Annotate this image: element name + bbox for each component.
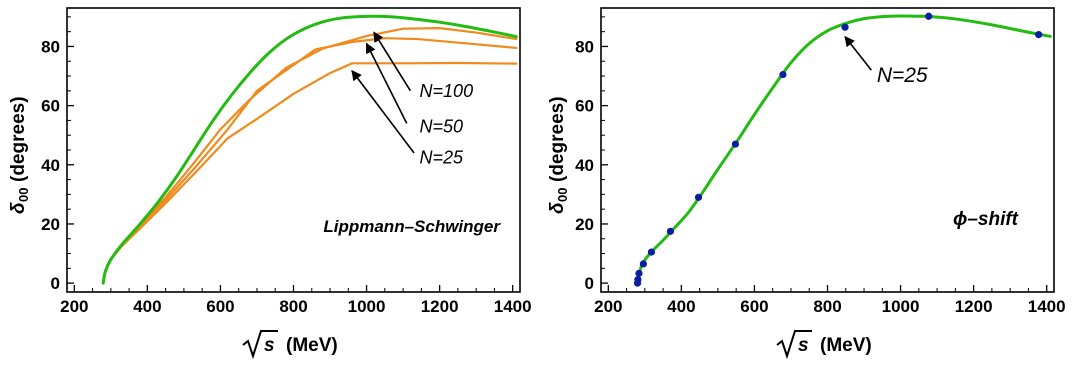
left-y-tick-label: 80 xyxy=(41,37,60,56)
right-annotation-arrow xyxy=(844,35,872,71)
right-axes-ticks: 200 400 600 800 1000 1200 1400 0 20 40 60 80 xyxy=(575,16,1066,316)
left-y-axis-label: δ 00 (degrees) xyxy=(8,96,31,214)
right-data-point xyxy=(666,227,675,235)
left-x-axis-label: s (MeV) xyxy=(242,330,338,360)
left-y-tick-label: 40 xyxy=(41,156,60,175)
right-x-tick-label: 600 xyxy=(740,297,768,316)
left-annotation-label: N=25 xyxy=(420,147,465,167)
left-x-tick-label: 200 xyxy=(60,297,88,316)
right-data-point xyxy=(634,275,642,284)
left-x-tick-label: 1200 xyxy=(421,297,459,316)
left-y-tick-label: 20 xyxy=(41,215,60,234)
left-y-tick-label: 60 xyxy=(41,97,60,116)
left-series-group xyxy=(101,14,518,285)
right-y-tick-label: 20 xyxy=(575,215,594,234)
left-y-axis-sub: 00 xyxy=(16,188,31,202)
right-panel-title: ϕ–shift xyxy=(953,209,1019,230)
right-y-tick-label: 0 xyxy=(585,274,594,293)
left-x-tick-label: 1400 xyxy=(494,297,532,316)
right-y-tick-label: 60 xyxy=(575,97,594,116)
right-x-tick-label: 1000 xyxy=(882,297,920,316)
right-x-axis-sqrt-arg: s xyxy=(798,335,809,356)
right-data-point xyxy=(647,248,656,256)
right-x-tick-label: 200 xyxy=(594,297,622,316)
right-x-tick-label: 400 xyxy=(667,297,695,316)
right-x-axis-label: s (MeV) xyxy=(776,330,872,360)
right-series-group xyxy=(633,12,1052,287)
left-y-axis-delta: δ xyxy=(8,202,29,214)
left-panel-title: Lippmann–Schwinger xyxy=(323,217,501,236)
right-x-tick-label: 1400 xyxy=(1028,297,1066,316)
right-data-point xyxy=(731,140,740,148)
left-exact-series-line xyxy=(101,14,518,285)
left-x-tick-label: 800 xyxy=(279,297,307,316)
right-y-axis-sub: 00 xyxy=(555,188,570,202)
right-x-tick-label: 800 xyxy=(813,297,841,316)
left-sqrt-symbol xyxy=(242,330,278,360)
right-data-point xyxy=(841,23,849,31)
right-y-axis-unit: (degrees) xyxy=(547,96,568,182)
right-x-axis-unit: (MeV) xyxy=(820,335,872,356)
right-plot-frame xyxy=(600,7,1055,293)
left-annotation-label: N=50 xyxy=(420,116,464,136)
right-data-point xyxy=(925,12,933,20)
right-y-tick-label: 40 xyxy=(575,156,594,175)
right-sqrt-symbol xyxy=(776,330,812,360)
left-x-tick-label: 1000 xyxy=(348,297,386,316)
left-y-tick-label: 0 xyxy=(51,274,60,293)
right-data-point xyxy=(694,193,703,201)
right-data-point xyxy=(639,260,647,268)
left-plot-frame xyxy=(66,7,521,293)
left-annotation-arrow xyxy=(373,31,412,92)
right-x-tick-label: 1200 xyxy=(955,297,993,316)
left-annotation-arrow xyxy=(365,42,408,124)
right-y-tick-label: 80 xyxy=(575,37,594,56)
left-annotations: N=100 N=50 N=25 xyxy=(351,31,474,167)
right-annotation-label: N=25 xyxy=(877,64,928,87)
left-x-tick-label: 600 xyxy=(206,297,234,316)
left-x-axis-sqrt-arg: s xyxy=(264,335,275,356)
right-chart-panel: 200 400 600 800 1000 1200 1400 0 20 40 60 80 N=25 ϕ… xyxy=(547,7,1066,360)
right-y-axis-label: δ 00 (degrees) xyxy=(547,96,570,214)
right-data-point xyxy=(635,269,643,277)
left-annotation-arrow xyxy=(351,69,415,154)
right-exact-series-line xyxy=(635,14,1052,285)
left-annotation-label: N=100 xyxy=(420,81,474,101)
right-y-axis-delta: δ xyxy=(547,202,568,214)
right-data-point xyxy=(779,70,787,79)
left-x-tick-label: 400 xyxy=(133,297,161,316)
right-data-point xyxy=(1035,31,1043,39)
right-annotations: N=25 xyxy=(844,35,928,87)
left-x-axis-unit: (MeV) xyxy=(286,335,338,356)
left-y-axis-unit: (degrees) xyxy=(8,96,29,182)
